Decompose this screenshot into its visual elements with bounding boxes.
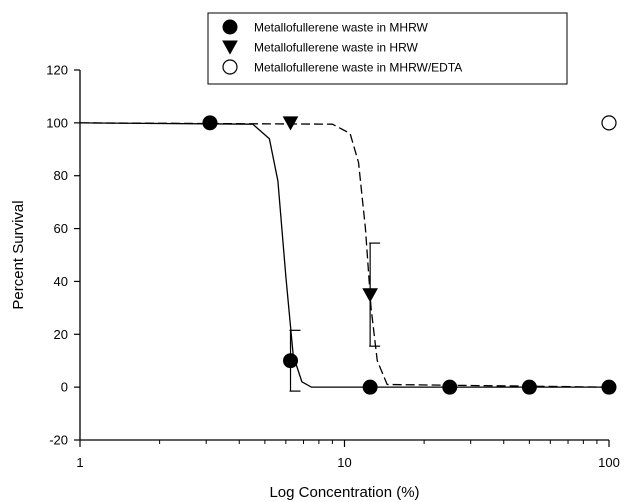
- legend-marker-1: [222, 19, 238, 35]
- plot-area: [79, 115, 617, 395]
- x-tick-label: 10: [337, 455, 351, 470]
- y-tick-label: 0: [61, 380, 68, 395]
- y-tick-label: 40: [54, 274, 68, 289]
- data-point-series-1: [521, 379, 537, 395]
- fit-curve-2: [79, 122, 610, 388]
- data-point-series-1: [362, 379, 378, 395]
- data-point-series-3: [601, 115, 617, 131]
- y-tick-label: 80: [54, 168, 68, 183]
- fit-curve-1: [79, 122, 609, 388]
- x-axis-title: Log Concentration (%): [269, 484, 419, 501]
- legend-box: [207, 12, 568, 85]
- y-tick-label: 100: [46, 115, 68, 130]
- legend-label-1: Metallofullerene waste in MHRW: [254, 21, 429, 35]
- data-point-series-1: [442, 379, 458, 395]
- y-tick-label: 20: [54, 327, 68, 342]
- y-tick-label: -20: [49, 433, 68, 448]
- legend-label-3: Metallofullerene waste in MHRW/EDTA: [254, 61, 462, 75]
- data-point-series-2: [362, 288, 378, 303]
- x-tick-label: 1: [76, 455, 83, 470]
- x-tick-label: 100: [598, 455, 620, 470]
- y-tick-label: 60: [54, 221, 68, 236]
- data-point-series-2: [282, 116, 299, 131]
- legend-marker-2: [222, 40, 238, 55]
- data-point-series-1: [283, 353, 299, 369]
- legend-label-2: Metallofullerene waste in HRW: [254, 41, 419, 55]
- legend: Metallofullerene waste in MHRW Metalloful…: [207, 12, 568, 85]
- y-tick-label: 120: [46, 63, 68, 78]
- legend-marker-3: [222, 59, 238, 75]
- y-axis-title: Percent Survival: [10, 200, 27, 309]
- data-point-series-1: [202, 115, 218, 131]
- data-point-series-1: [601, 379, 617, 395]
